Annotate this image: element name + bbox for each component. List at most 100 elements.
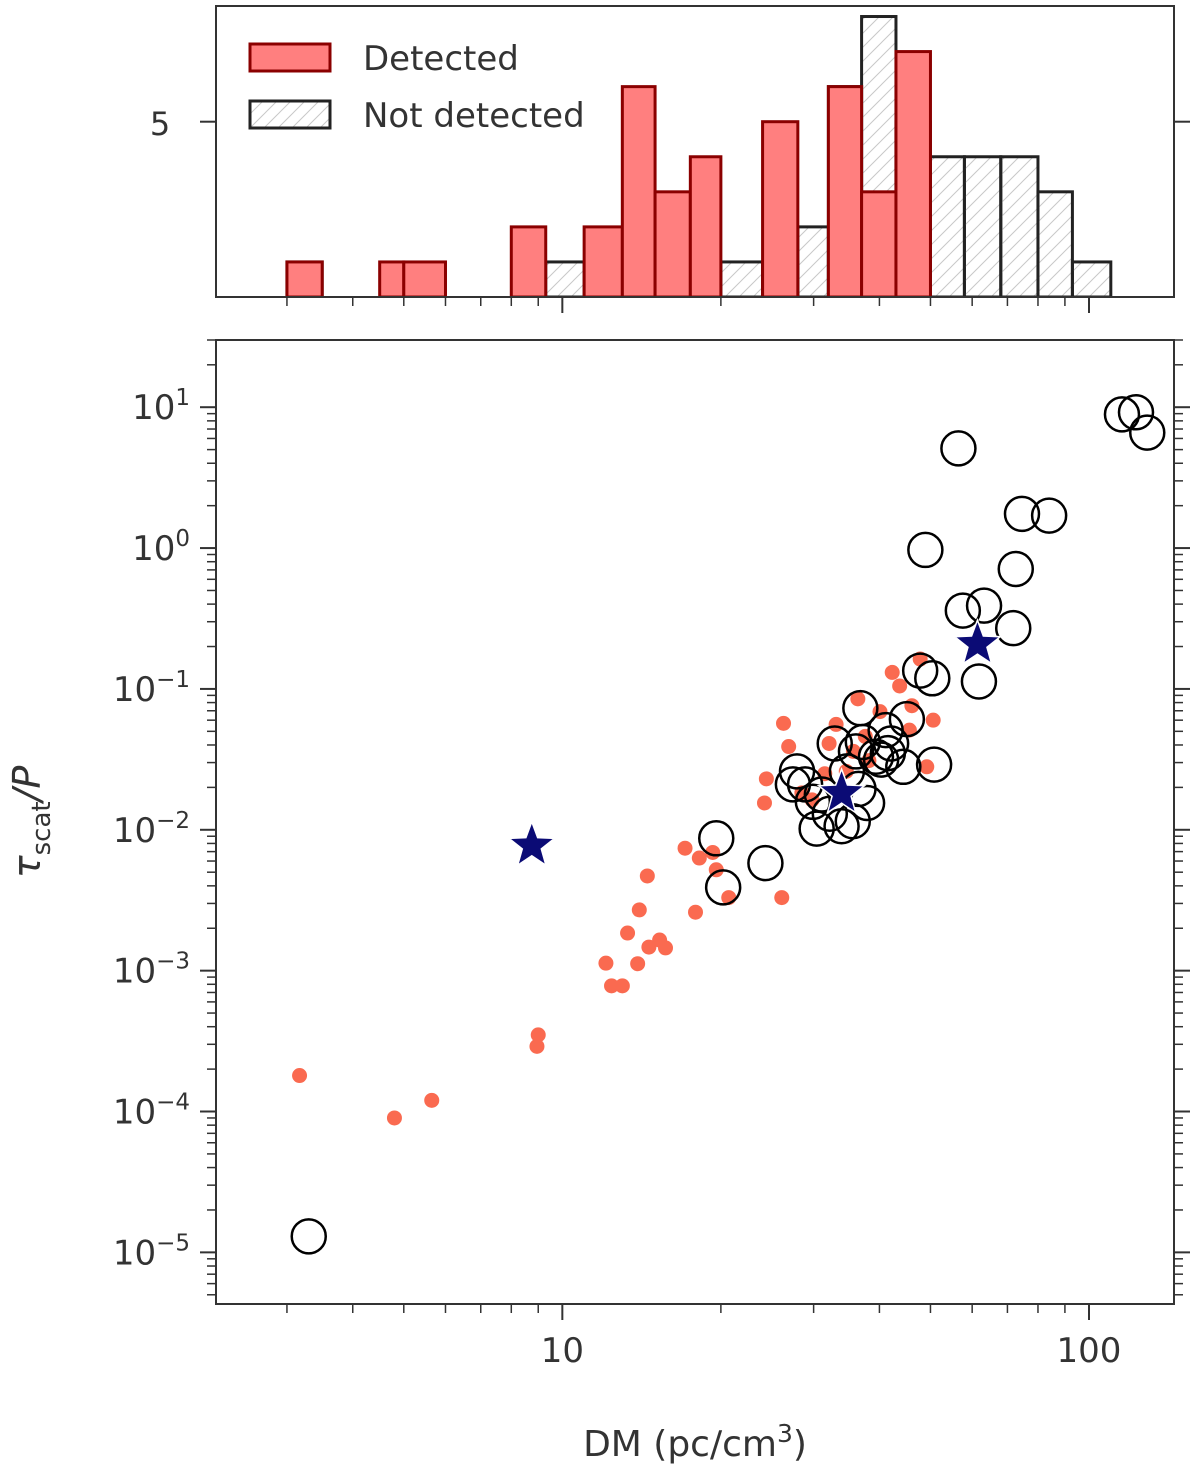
- y-tick-base: 10: [113, 811, 156, 851]
- not-detected-point: [698, 820, 735, 857]
- y-tick-label-1e-4: 10−4: [113, 1090, 190, 1133]
- y-tick-exponent: −1: [156, 667, 190, 693]
- detected-point: [677, 840, 693, 856]
- detected-point: [631, 902, 647, 918]
- not-detected-point: [1129, 414, 1166, 451]
- detected-point: [529, 1038, 545, 1054]
- y-tick-base: 10: [113, 1093, 156, 1133]
- detected-point: [884, 664, 900, 680]
- scatter-ticks: [200, 339, 1190, 1320]
- detected-point: [630, 956, 646, 972]
- not-detected-point: [1030, 497, 1068, 534]
- histogram-bar-detected: [285, 260, 324, 297]
- scatter-frame: [215, 339, 1175, 1305]
- y-tick-label-1e-2: 10−2: [113, 808, 190, 851]
- detected-point: [828, 716, 844, 732]
- star-point: [952, 617, 1003, 666]
- not-detected-point: [915, 746, 953, 783]
- histogram-panel: 5 Detected Not detected: [150, 5, 1190, 313]
- detected-point: [691, 850, 707, 866]
- not-detected-point: [811, 795, 849, 832]
- star-point: [816, 766, 867, 815]
- x-axis-label: DM (pc/cm3): [583, 1419, 807, 1465]
- detected-point: [386, 1110, 402, 1126]
- histogram-bar-detected: [620, 85, 657, 297]
- legend-swatch-not-detected-hatch: [250, 101, 330, 128]
- y-tick-exponent: −4: [156, 1090, 190, 1116]
- not-detected-point: [944, 592, 982, 629]
- not-detected-point: [747, 844, 784, 882]
- y-tick-base: 10: [132, 529, 175, 569]
- detected-point: [530, 1027, 546, 1043]
- legend: Detected Not detected: [248, 39, 585, 136]
- histogram-bar-detected: [582, 225, 624, 297]
- y-tick-label-1e1: 101: [132, 385, 190, 428]
- not-detected-point: [1117, 394, 1155, 431]
- not-detected-point: [914, 660, 951, 697]
- y-tick-exponent: 0: [175, 526, 190, 552]
- histogram-ytick-label-5: 5: [150, 105, 170, 143]
- y-tick-label-1e-1: 10−1: [113, 667, 190, 710]
- detected-point: [658, 940, 674, 956]
- histogram-bar-detected: [509, 225, 548, 297]
- y-tick-base: 10: [113, 952, 156, 992]
- histogram-frame: [215, 5, 1175, 298]
- detected-point: [424, 1092, 440, 1108]
- detected-point: [292, 1068, 308, 1084]
- histogram-bar-not-detected-hatch: [1000, 156, 1038, 297]
- detected-point: [756, 795, 772, 811]
- not-detected-point: [888, 700, 926, 738]
- legend-swatch-detected: [248, 42, 332, 73]
- histogram-bar-detected: [860, 190, 898, 297]
- x-axis-label-main: DM (pc/cm: [583, 1424, 777, 1465]
- detected-point: [641, 939, 657, 955]
- y-axis-label-subscript: scat: [27, 801, 57, 855]
- not-detected-point: [901, 652, 939, 689]
- y-tick-exponent: 1: [175, 385, 190, 411]
- not-detected-point: [997, 550, 1035, 588]
- detected-point: [688, 904, 704, 920]
- histogram-bar-detected: [653, 190, 692, 297]
- histogram-bar-detected: [688, 155, 723, 297]
- histogram-bar-not-detected: [1070, 260, 1113, 297]
- not-detected-point: [960, 663, 998, 700]
- legend-label-not-detected: Not detected: [363, 96, 585, 136]
- histogram-bar-not-detected-hatch: [720, 261, 763, 297]
- histogram-bar-detected: [402, 260, 447, 297]
- not-detected-point: [704, 869, 742, 906]
- detected-point: [774, 890, 790, 906]
- y-tick-label-1e-3: 10−3: [113, 949, 190, 992]
- detected-point: [598, 955, 614, 971]
- y-tick-base: 10: [132, 388, 175, 428]
- not-detected-point: [994, 609, 1032, 647]
- star-point: [506, 819, 557, 867]
- y-axis-label: τscat/P: [5, 766, 57, 879]
- y-tick-exponent: −3: [156, 949, 190, 975]
- y-tick-label-1e-5: 10−5: [113, 1230, 190, 1273]
- detected-point: [821, 735, 837, 751]
- histogram-bar-detected: [826, 85, 864, 297]
- y-tick-base: 10: [113, 1233, 156, 1273]
- detected-point: [639, 868, 655, 884]
- histogram-bar-detected: [761, 120, 800, 297]
- y-tick-base: 10: [113, 670, 156, 710]
- histogram-bar-detected: [378, 260, 406, 297]
- histogram-bar-not-detected-hatch: [964, 156, 1001, 297]
- not-detected-point: [290, 1218, 327, 1255]
- not-detected-point: [885, 748, 922, 786]
- detected-point: [614, 978, 630, 994]
- not-detected-point: [1103, 396, 1141, 433]
- scatter-points: [290, 394, 1166, 1255]
- scatter-panel: 10 100 10−5 10−4 10−3 10−2 10−1 100 101 …: [5, 339, 1190, 1465]
- detected-point: [604, 978, 620, 994]
- histogram-bar-not-detected: [1036, 190, 1074, 297]
- histogram-bars: [285, 15, 1113, 297]
- y-axis-label-tau: τ: [5, 854, 49, 878]
- detected-point: [620, 925, 636, 941]
- histogram-bar-detected: [894, 50, 932, 297]
- detected-point: [925, 712, 941, 728]
- histogram-bar-not-detected-hatch: [545, 261, 585, 297]
- y-tick-exponent: −5: [156, 1230, 190, 1256]
- histogram-ticks: [200, 120, 1190, 313]
